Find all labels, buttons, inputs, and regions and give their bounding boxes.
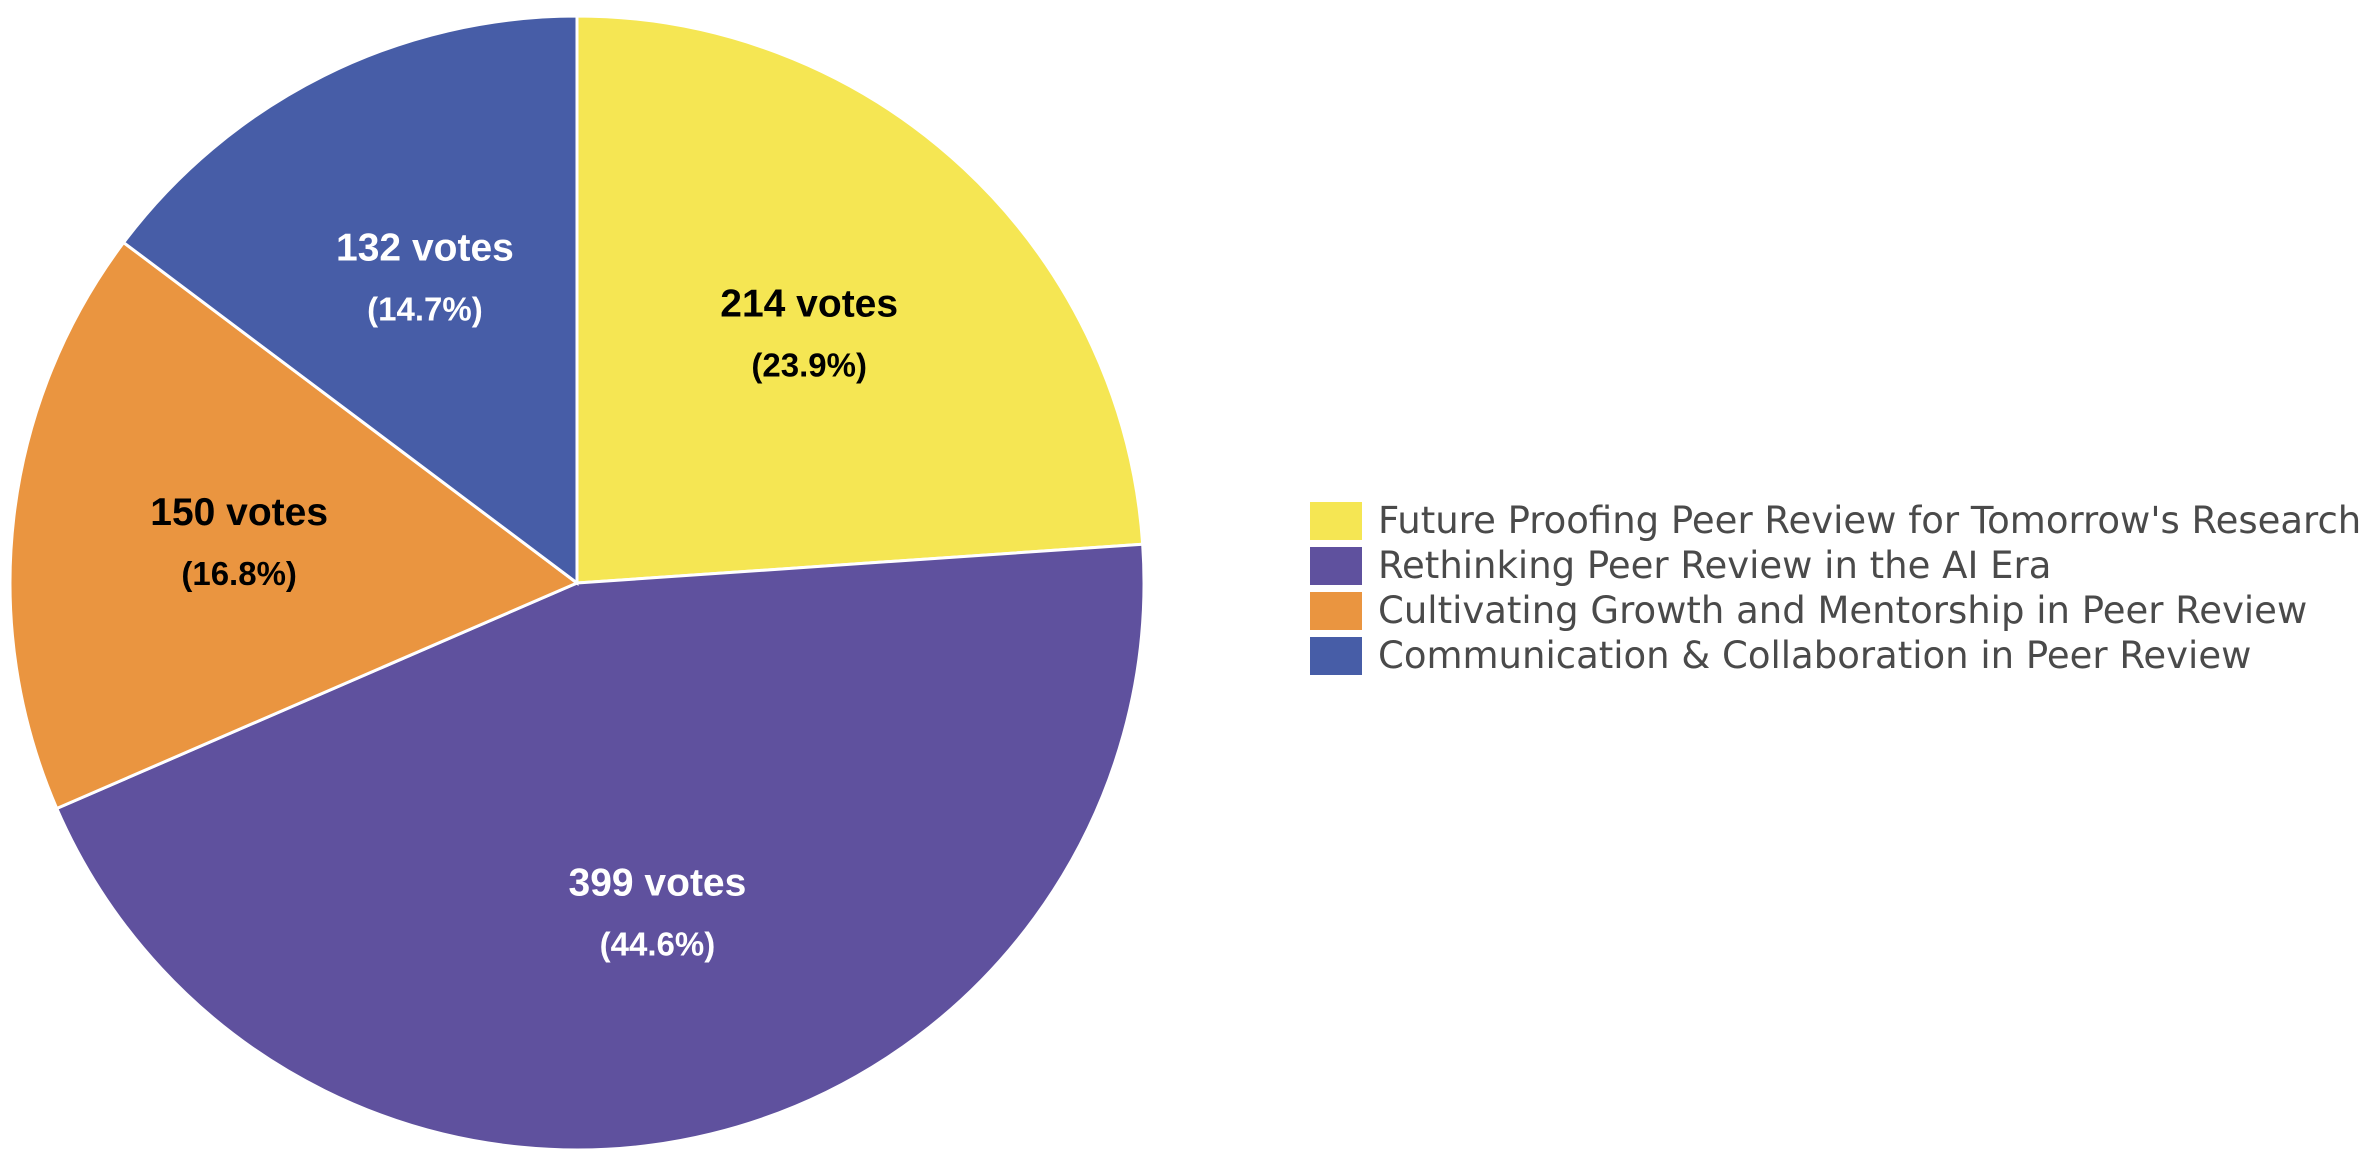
slice-labels: 214 votes (23.9%) 399 votes (44.6%) 150 vote… xyxy=(150,227,898,963)
legend-swatch xyxy=(1310,502,1362,540)
legend-item-label: Future Proofing Peer Review for Tomorrow… xyxy=(1378,499,2361,542)
pie-slice-communication-collaboration xyxy=(121,14,579,587)
pie-slice-rethinking-ai-era xyxy=(54,542,1146,1152)
legend: Future Proofing Peer Review for Tomorrow… xyxy=(1310,499,2361,677)
legend-item-label: Cultivating Growth and Mentorship in Pee… xyxy=(1378,589,2307,632)
pie-slice-future-proofing xyxy=(575,14,1145,585)
slice-votes-label: 214 votes xyxy=(720,282,898,325)
legend-swatch xyxy=(1310,592,1362,630)
slice-votes-label: 150 votes xyxy=(150,491,328,534)
slice-votes-label: 399 votes xyxy=(569,862,747,905)
legend-swatch xyxy=(1310,547,1362,585)
slice-votes-label: 132 votes xyxy=(336,227,514,270)
slice-percent-label: (44.6%) xyxy=(600,926,716,963)
pie-slices xyxy=(8,14,1146,1152)
slice-percent-label: (16.8%) xyxy=(181,555,297,592)
slice-percent-label: (14.7%) xyxy=(367,291,483,328)
pie-slice-cultivating-growth xyxy=(8,240,580,811)
legend-item-label: Communication & Collaboration in Peer Re… xyxy=(1378,634,2251,677)
legend-item-label: Rethinking Peer Review in the AI Era xyxy=(1378,544,2051,587)
legend-swatch xyxy=(1310,637,1362,675)
slice-percent-label: (23.9%) xyxy=(751,346,867,383)
